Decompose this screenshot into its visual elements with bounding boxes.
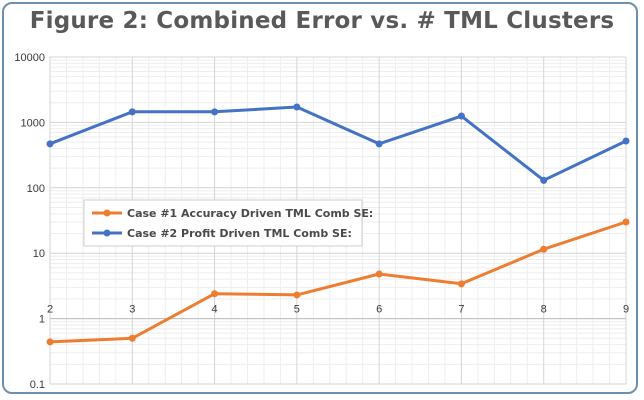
legend: Case #1 Accuracy Driven TML Comb SE: Case… [83, 199, 373, 247]
data-point [211, 108, 219, 116]
y-tick-label: 0.1 [30, 379, 45, 391]
data-point [128, 334, 136, 342]
y-tick-label: 10000 [14, 52, 45, 64]
legend-label: Case #2 Profit Driven TML Comb SE: [127, 227, 352, 240]
data-point [46, 140, 54, 148]
data-point [622, 137, 630, 145]
x-tick-label: 9 [623, 304, 629, 316]
data-point [375, 140, 383, 148]
x-tick-label: 7 [458, 304, 464, 316]
y-tick-label: 1 [39, 314, 45, 326]
x-tick-label: 5 [294, 304, 300, 316]
chart-title: Figure 2: Combined Error vs. # TML Clust… [29, 8, 615, 34]
y-tick-label: 10 [33, 248, 45, 260]
data-point [211, 290, 219, 298]
data-point [375, 270, 383, 278]
x-tick-label: 8 [541, 304, 547, 316]
data-point [622, 218, 630, 226]
series-line-2 [49, 105, 627, 182]
x-tick-label: 3 [129, 304, 135, 316]
legend-label: Case #1 Accuracy Driven TML Comb SE: [127, 207, 373, 220]
legend-box [83, 199, 363, 247]
y-tick-label: 100 [27, 183, 45, 195]
axis-ticks: 0.1 1 10 100 1000 10000 2 3 4 5 6 7 8 9 [14, 52, 629, 391]
y-tick-label: 1000 [21, 117, 45, 129]
x-tick-label: 6 [376, 304, 382, 316]
data-point [293, 103, 301, 111]
legend-swatch-marker [103, 229, 111, 237]
data-point [457, 112, 465, 120]
series-line-1 [49, 220, 627, 344]
data-point [46, 338, 54, 346]
x-tick-label: 2 [47, 304, 53, 316]
data-point [128, 108, 136, 116]
series-layer [46, 103, 630, 346]
data-point [457, 280, 465, 288]
legend-swatch-marker [103, 209, 111, 217]
data-point [293, 291, 301, 299]
data-point [540, 245, 548, 253]
data-point [540, 176, 548, 184]
x-tick-label: 4 [212, 304, 218, 316]
